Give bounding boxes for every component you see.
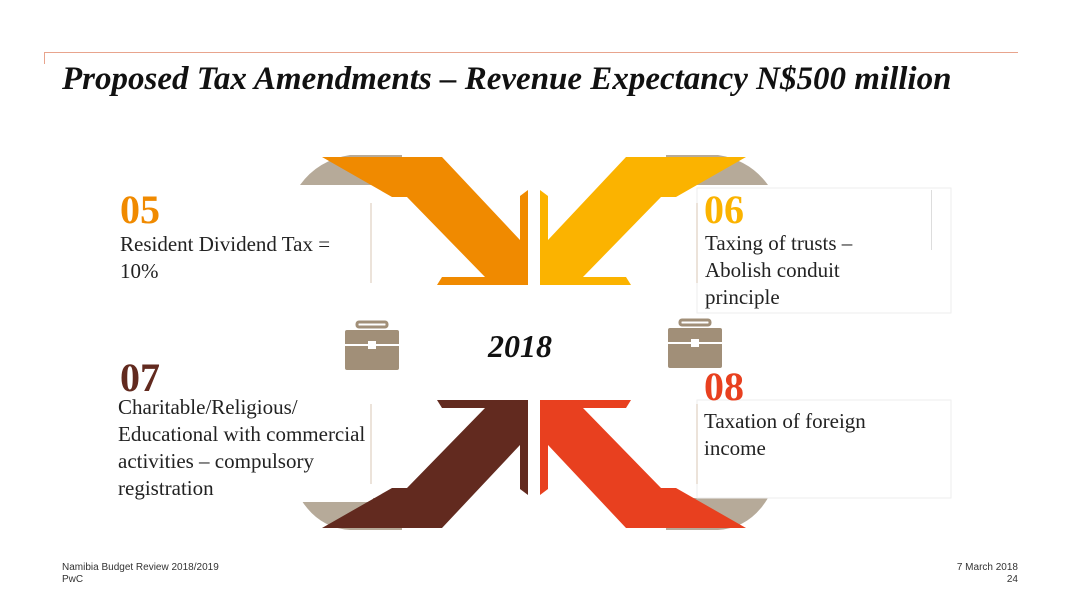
arrow-06 xyxy=(540,157,746,285)
center-year: 2018 xyxy=(488,328,552,364)
arrow-07 xyxy=(322,400,528,528)
briefcase-icon xyxy=(668,318,722,368)
arrow-08 xyxy=(540,400,746,528)
top-rule-tick xyxy=(44,52,45,64)
panel-bottom-right xyxy=(696,399,952,499)
item-text-08: Taxation of foreign income xyxy=(704,409,866,460)
briefcase-icon xyxy=(345,320,399,370)
panel-top-left xyxy=(114,188,373,287)
item-text-07: Charitable/Religious/ Educational with c… xyxy=(118,395,366,500)
item-number-05: 05 xyxy=(120,187,160,232)
item-number-06: 06 xyxy=(704,187,744,232)
footer-date: 7 March 2018 xyxy=(956,562,1018,573)
panel-top-right xyxy=(696,187,952,314)
panel-top-right-edge xyxy=(931,190,932,250)
arrow-05 xyxy=(322,157,528,285)
footer-page-number: 24 xyxy=(1006,574,1018,585)
top-rule xyxy=(44,52,1018,53)
slide-title: Proposed Tax Amendments – Revenue Expect… xyxy=(62,61,952,97)
item-text-06: Taxing of trusts – Abolish conduit princ… xyxy=(705,231,853,309)
panel-bottom-left xyxy=(114,400,373,502)
item-number-07: 07 xyxy=(120,355,160,400)
footer-company: PwC xyxy=(62,574,84,585)
footer-report-name: Namibia Budget Review 2018/2019 xyxy=(62,562,219,573)
item-text-05: Resident Dividend Tax = 10% xyxy=(120,232,331,283)
item-number-08: 08 xyxy=(704,364,744,409)
